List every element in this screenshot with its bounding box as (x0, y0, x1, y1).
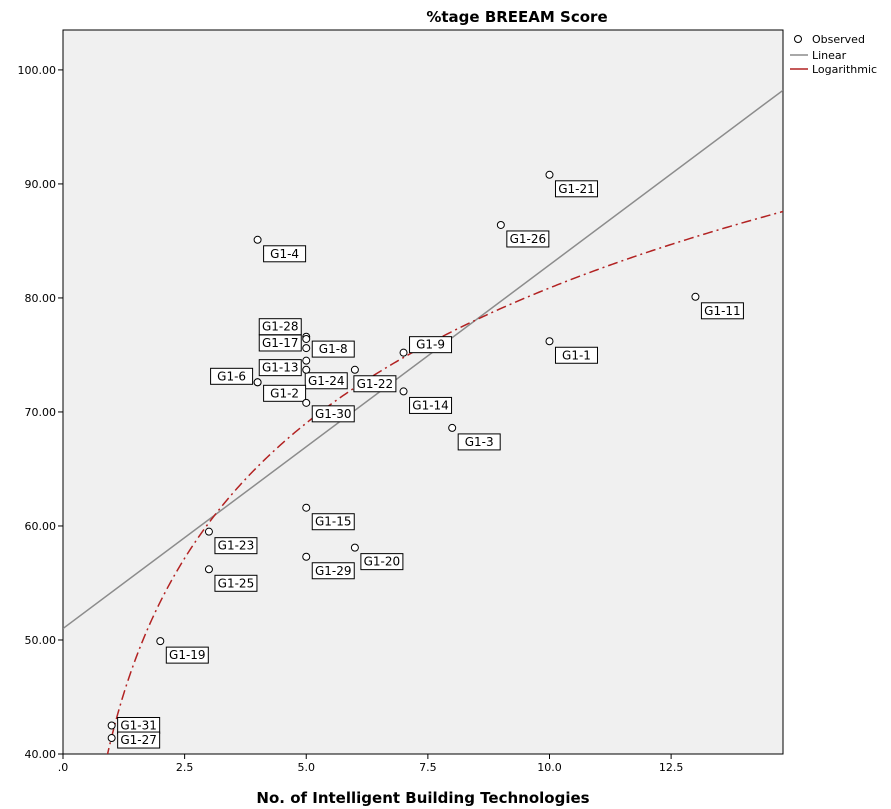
point-label: G1-26 (510, 232, 547, 246)
point-label-box (214, 537, 258, 555)
legend-observed-marker (794, 35, 802, 43)
x-tick-label: 5.0 (297, 761, 315, 774)
point-label: G1-21 (558, 182, 595, 196)
legend: Observed Linear Logarithmic (790, 33, 877, 76)
data-point (302, 334, 311, 343)
point-label-box (165, 646, 209, 664)
point-label: G1-30 (315, 407, 352, 421)
linear-fit-line (63, 89, 783, 630)
data-point (545, 337, 554, 346)
point-label-box (311, 340, 355, 358)
point-label-box (263, 384, 307, 402)
point-label: G1-17 (262, 336, 299, 350)
point-label: G1-20 (364, 555, 401, 569)
data-point (302, 552, 311, 561)
point-label: G1-1 (562, 348, 591, 362)
point-label: G1-27 (120, 733, 157, 747)
point-label: G1-11 (704, 304, 741, 318)
y-tick-label: 60.00 (25, 520, 57, 533)
point-labels: G1-21 G1-26 G1-4 G1-11 G1-28 G1-17 G1-8 G1-1 G1-… (117, 180, 744, 749)
point-label-box (554, 180, 598, 198)
data-point (399, 387, 408, 396)
point-label: G1-15 (315, 515, 352, 529)
point-label-box (210, 367, 254, 385)
x-tick-label: 10.0 (537, 761, 562, 774)
plot-area (62, 29, 784, 755)
y-tick-label: 40.00 (25, 748, 57, 761)
data-point (156, 637, 165, 646)
x-tick-label: 2.5 (176, 761, 194, 774)
point-label-box (263, 245, 307, 263)
point-label-box (258, 359, 302, 377)
data-point (399, 348, 408, 357)
data-point (691, 292, 700, 301)
point-label: G1-31 (120, 718, 157, 732)
x-tick-label: .0 (58, 761, 69, 774)
data-point (253, 378, 262, 387)
point-label: G1-19 (169, 648, 206, 662)
point-label-box (304, 372, 348, 390)
point-label: G1-25 (218, 576, 255, 590)
point-label: G1-24 (308, 374, 345, 388)
point-label: G1-13 (262, 361, 299, 375)
point-label: G1-8 (319, 342, 348, 356)
point-label: G1-4 (270, 247, 299, 261)
point-label-box (311, 405, 355, 423)
point-label-box (311, 562, 355, 580)
x-tick-label: 7.5 (419, 761, 437, 774)
data-point (204, 527, 213, 536)
data-points (107, 170, 700, 743)
point-label: G1-22 (357, 377, 394, 391)
point-label: G1-9 (416, 338, 445, 352)
point-label-box (214, 574, 258, 592)
point-label-box (117, 731, 161, 749)
point-label: G1-2 (270, 386, 299, 400)
y-tick-label: 100.00 (18, 64, 57, 77)
point-label-box (409, 396, 453, 414)
data-point (545, 170, 554, 179)
point-label-box (311, 513, 355, 531)
point-label: G1-29 (315, 564, 352, 578)
x-tick-label: 12.5 (659, 761, 684, 774)
data-point (302, 365, 311, 374)
y-tick-label: 80.00 (25, 292, 57, 305)
point-label-box (700, 302, 744, 320)
legend-logarithmic-label: Logarithmic (812, 63, 877, 76)
y-tick-label: 90.00 (25, 178, 57, 191)
legend-linear-label: Linear (812, 49, 847, 62)
legend-observed-label: Observed (812, 33, 865, 46)
data-point (302, 356, 311, 365)
data-point (350, 543, 359, 552)
chart-title: %tage BREEAM Score (426, 8, 607, 26)
data-point (448, 423, 457, 432)
data-point (496, 220, 505, 229)
point-label-box (258, 334, 302, 352)
point-label-box (457, 433, 501, 451)
data-point (302, 344, 311, 353)
x-axis: .0 2.5 5.0 7.5 10.0 12.5 (58, 754, 684, 774)
data-point (253, 235, 262, 244)
point-label-box (409, 336, 453, 354)
data-point (204, 565, 213, 574)
data-point (302, 503, 311, 512)
data-point (350, 365, 359, 374)
y-tick-label: 70.00 (25, 406, 57, 419)
data-point (107, 734, 116, 743)
y-tick-label: 50.00 (25, 634, 57, 647)
x-axis-title: No. of Intelligent Building Technologies (256, 789, 589, 807)
point-label-box (554, 346, 598, 364)
y-axis: 40.00 50.00 60.00 70.00 80.00 90.00 100.00 (18, 64, 63, 761)
point-label-box (506, 230, 550, 248)
point-label: G1-3 (465, 435, 494, 449)
point-label: G1-28 (262, 320, 299, 334)
data-point (302, 398, 311, 407)
point-label: G1-23 (218, 539, 255, 553)
point-label-box (353, 375, 397, 393)
point-label: G1-14 (412, 398, 449, 412)
point-label: G1-6 (217, 369, 246, 383)
data-point (107, 721, 116, 730)
point-label-box (360, 553, 404, 571)
